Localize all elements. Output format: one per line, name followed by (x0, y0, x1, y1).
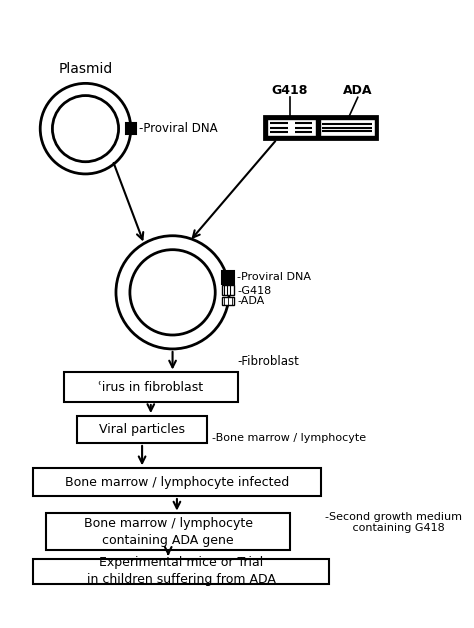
Text: Bone marrow / lymphocyte
containing ADA gene: Bone marrow / lymphocyte containing ADA … (84, 517, 253, 547)
FancyBboxPatch shape (266, 119, 316, 136)
Text: -Bone marrow / lymphocyte: -Bone marrow / lymphocyte (212, 433, 366, 443)
Text: -Fibroblast: -Fibroblast (238, 355, 300, 369)
Text: -Proviral DNA: -Proviral DNA (237, 272, 311, 282)
Text: Experimental mice or Trial
in children suffering from ADA: Experimental mice or Trial in children s… (87, 556, 276, 587)
FancyBboxPatch shape (222, 285, 234, 295)
Text: G418: G418 (272, 84, 308, 97)
FancyBboxPatch shape (33, 468, 320, 496)
FancyBboxPatch shape (46, 514, 290, 550)
Text: -Proviral DNA: -Proviral DNA (138, 122, 217, 135)
FancyBboxPatch shape (222, 296, 234, 305)
FancyBboxPatch shape (64, 372, 238, 402)
FancyBboxPatch shape (222, 271, 234, 284)
FancyBboxPatch shape (319, 119, 374, 136)
Text: Viral particles: Viral particles (99, 423, 185, 436)
Text: Bone marrow / lymphocyte infected: Bone marrow / lymphocyte infected (65, 475, 289, 489)
Text: -Second growth medium
   containing G418: -Second growth medium containing G418 (325, 512, 462, 533)
FancyBboxPatch shape (33, 559, 329, 584)
FancyBboxPatch shape (77, 416, 208, 443)
Text: Plasmid: Plasmid (58, 62, 113, 77)
Text: ʿirus in fibroblast: ʿirus in fibroblast (98, 381, 203, 394)
Text: -ADA: -ADA (237, 296, 264, 306)
FancyBboxPatch shape (264, 116, 377, 139)
Text: -G418: -G418 (237, 286, 271, 296)
FancyBboxPatch shape (126, 124, 136, 134)
Text: ADA: ADA (343, 84, 373, 97)
